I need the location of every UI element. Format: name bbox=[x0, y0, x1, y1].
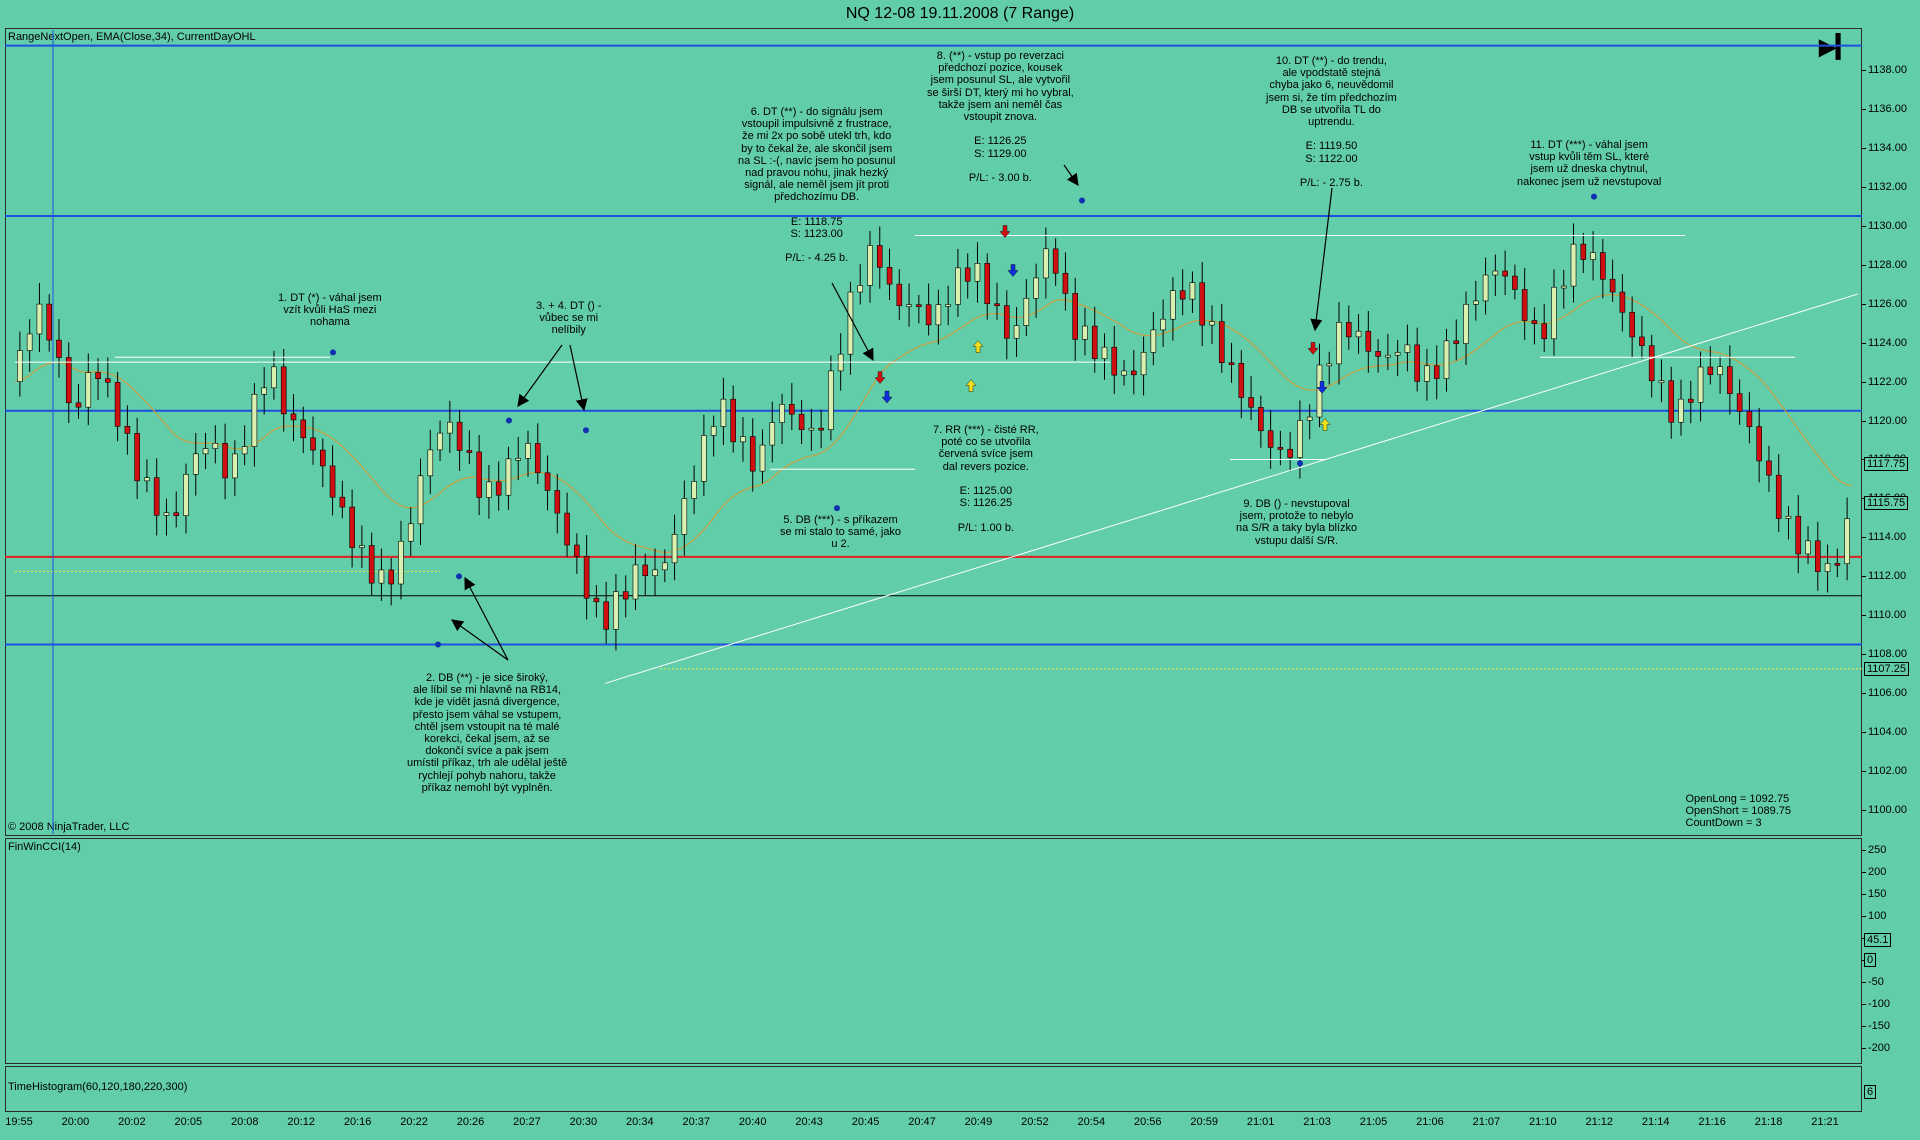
price-tick-label: 1126.00 bbox=[1862, 297, 1907, 310]
annotation-5: 5. DB (***) - s příkazem se mi stalo to … bbox=[780, 514, 902, 551]
time-tick-label: 19:55 bbox=[5, 1116, 33, 1128]
time-tick-label: 21:18 bbox=[1754, 1116, 1783, 1128]
time-tick-label: 21:05 bbox=[1359, 1116, 1388, 1128]
copyright-text: © 2008 NinjaTrader, LLC bbox=[8, 821, 130, 833]
price-tick-label: 1114.00 bbox=[1861, 531, 1907, 544]
time-tick-label: 20:12 bbox=[287, 1116, 315, 1128]
price-level-box: 1117.75 bbox=[1864, 457, 1909, 472]
price-tick-label: 1122.00 bbox=[1862, 375, 1907, 388]
time-tick-label: 20:27 bbox=[513, 1116, 541, 1128]
time-tick-label: 20:56 bbox=[1133, 1116, 1162, 1128]
cci-tick-label: -200 bbox=[1861, 1042, 1891, 1054]
annotation-7: 7. RR (***) - čisté RR, poté co se utvoř… bbox=[933, 424, 1039, 534]
time-tick-label: 21:12 bbox=[1585, 1116, 1614, 1128]
time-tick-label: 20:16 bbox=[343, 1116, 372, 1128]
price-tick-label: 1124.00 bbox=[1862, 336, 1907, 349]
annotation-1: 1. DT (*) - váhal jsem vzít kvůli HaS me… bbox=[278, 292, 382, 329]
time-histogram-label: TimeHistogram(60,120,180,220,300) bbox=[8, 1081, 188, 1093]
cci-panel[interactable]: FinWinCCI(14) bbox=[5, 838, 1862, 1064]
skip-to-end-icon[interactable]: ▶▎ bbox=[1819, 34, 1853, 59]
price-tick-label: 1102.00 bbox=[1862, 765, 1907, 778]
time-histogram-panel[interactable]: TimeHistogram(60,120,180,220,300) bbox=[5, 1066, 1862, 1112]
price-tick-label: 1130.00 bbox=[1862, 219, 1907, 232]
time-histogram-current-box: 6 bbox=[1864, 1085, 1877, 1099]
cci-tick-label: 200 bbox=[1861, 866, 1887, 878]
price-tick-label: 1108.00 bbox=[1862, 648, 1907, 661]
strategy-readout: OpenLong = 1092.75 OpenShort = 1089.75 C… bbox=[1686, 793, 1792, 829]
time-tick-label: 20:08 bbox=[230, 1116, 259, 1128]
price-axis[interactable]: 1138.00 1136.00 1134.00 1132.00 1130.00 1128.… bbox=[1861, 28, 1920, 836]
cci-panel-label: FinWinCCI(14) bbox=[8, 841, 81, 853]
time-axis[interactable]: 19:55 20:00 20:02 20:05 20:08 20:12 20:16 20:22… bbox=[5, 1112, 1862, 1140]
time-tick-label: 20:26 bbox=[456, 1116, 485, 1128]
price-level-box: 1115.75 bbox=[1864, 496, 1909, 511]
time-tick-label: 20:00 bbox=[61, 1116, 90, 1128]
cci-tick-label: -50 bbox=[1862, 976, 1884, 988]
time-tick-label: 20:59 bbox=[1190, 1116, 1218, 1128]
cci-tick-label: 250 bbox=[1861, 844, 1887, 856]
cci-tick-label: 100 bbox=[1861, 910, 1887, 922]
time-tick-label: 20:52 bbox=[1021, 1116, 1049, 1128]
price-tick-label: 1100.00 bbox=[1862, 804, 1907, 816]
time-tick-label: 20:49 bbox=[964, 1116, 993, 1128]
time-tick-label: 20:05 bbox=[174, 1116, 203, 1128]
time-tick-label: 21:03 bbox=[1303, 1116, 1331, 1128]
time-tick-label: 20:22 bbox=[400, 1116, 428, 1128]
annotation-6: 6. DT (**) - do signálu jsem vstoupil im… bbox=[738, 106, 896, 265]
time-tick-label: 21:14 bbox=[1641, 1116, 1670, 1128]
price-level-box: 1107.25 bbox=[1864, 661, 1909, 676]
time-tick-label: 21:21 bbox=[1811, 1116, 1839, 1128]
time-tick-label: 20:34 bbox=[626, 1116, 654, 1128]
price-tick-label: 1110.00 bbox=[1861, 609, 1907, 622]
cci-tick-label: -100 bbox=[1861, 998, 1891, 1010]
cci-tick-label: 150 bbox=[1861, 888, 1887, 900]
price-tick-label: 1120.00 bbox=[1862, 414, 1907, 427]
time-tick-label: 20:40 bbox=[738, 1116, 767, 1128]
price-tick-label: 1134.00 bbox=[1862, 141, 1907, 154]
time-histogram-axis[interactable]: 6 bbox=[1862, 1066, 1920, 1112]
time-tick-label: 20:02 bbox=[118, 1116, 146, 1128]
countdown-value: CountDown = 3 bbox=[1685, 817, 1762, 829]
open-short-value: OpenShort = 1089.75 bbox=[1685, 805, 1792, 817]
annotation-8: 8. (**) - vstup po reverzaci předchozí p… bbox=[927, 50, 1074, 185]
time-tick-label: 20:47 bbox=[908, 1116, 936, 1128]
annotation-3: 3. + 4. DT () - vůbec se mi nelíbily bbox=[536, 300, 602, 337]
window-title: NQ 12-08 19.11.2008 (7 Range) bbox=[845, 5, 1075, 22]
annotation-2: 2. DB (**) - je sice široký, ale líbil s… bbox=[407, 672, 568, 794]
time-tick-label: 21:10 bbox=[1529, 1116, 1557, 1128]
price-tick-label: 1132.00 bbox=[1862, 180, 1907, 193]
price-panel-label: RangeNextOpen, EMA(Close,34), CurrentDay… bbox=[8, 31, 256, 43]
price-tick-label: 1112.00 bbox=[1861, 570, 1907, 583]
time-tick-label: 20:43 bbox=[795, 1116, 823, 1128]
time-tick-label: 21:01 bbox=[1246, 1116, 1275, 1128]
time-tick-label: 20:54 bbox=[1077, 1116, 1106, 1128]
time-tick-label: 20:45 bbox=[851, 1116, 880, 1128]
price-tick-label: 1138.00 bbox=[1862, 64, 1907, 76]
annotation-11: 11. DT (***) - váhal jsem vstup kvůli tě… bbox=[1517, 139, 1662, 188]
cci-current-box: 45.1 bbox=[1864, 933, 1892, 948]
price-tick-label: 1106.00 bbox=[1862, 687, 1907, 700]
annotation-10: 10. DT (**) - do trendu, ale vpodstatě s… bbox=[1266, 55, 1397, 190]
cci-zero-box: 0 bbox=[1864, 953, 1877, 967]
price-tick-label: 1136.00 bbox=[1862, 102, 1907, 115]
cci-tick-label: -150 bbox=[1861, 1020, 1891, 1032]
time-tick-label: 21:06 bbox=[1416, 1116, 1444, 1128]
time-tick-label: 21:16 bbox=[1698, 1116, 1726, 1128]
time-tick-label: 20:37 bbox=[682, 1116, 711, 1128]
time-tick-label: 20:30 bbox=[569, 1116, 598, 1128]
open-long-value: OpenLong = 1092.75 bbox=[1685, 793, 1790, 805]
annotation-9: 9. DB () - nevstupoval jsem, protože to … bbox=[1236, 498, 1358, 547]
time-tick-label: 21:07 bbox=[1472, 1116, 1501, 1128]
price-tick-label: 1128.00 bbox=[1862, 258, 1907, 271]
price-tick-label: 1104.00 bbox=[1862, 726, 1907, 739]
